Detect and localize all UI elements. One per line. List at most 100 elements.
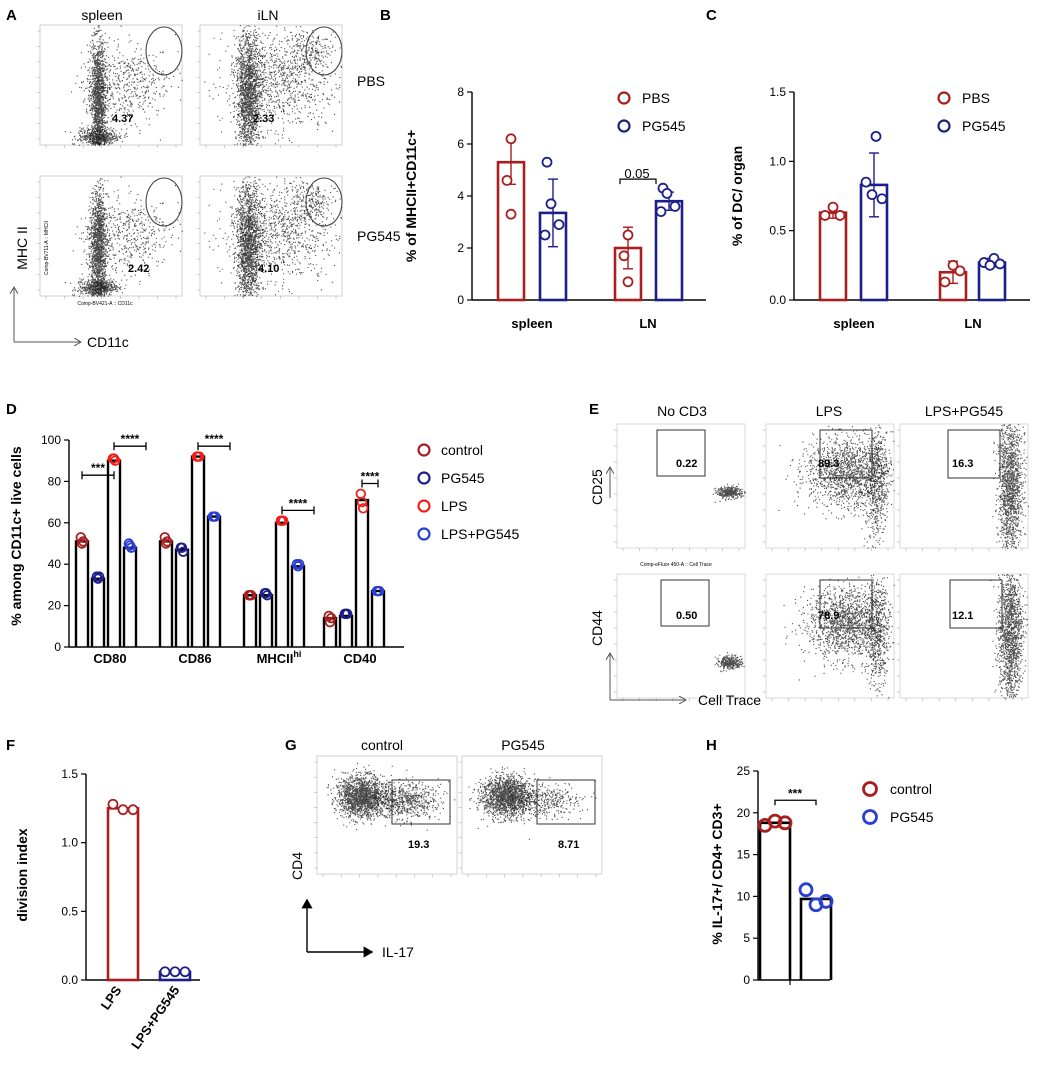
d-data-point	[209, 511, 221, 522]
d-y-tick-label: 60	[48, 516, 62, 530]
b-y-tick-label: 2	[457, 241, 464, 255]
e-col-label-lps-pg545: LPS+PG545	[925, 403, 1003, 419]
a-plot-frame	[39, 175, 183, 297]
d-y-tick-label: 0	[54, 640, 61, 654]
f-x-tick-lps: LPS	[98, 983, 125, 1013]
e-x-param: Comp-eFluor 450-A :: Cell Trace	[640, 562, 712, 568]
a-cell-cluster-low	[64, 276, 128, 297]
a-cell-cluster-main	[85, 178, 113, 297]
c-data-point	[876, 193, 888, 205]
b-data-point	[501, 174, 513, 186]
f-data-point	[107, 798, 119, 810]
e-gate-value-5: 78.9	[818, 610, 839, 622]
e-gate-value-4: 0.50	[676, 610, 697, 622]
h-legend-pg545: PG545	[890, 809, 934, 825]
b-legend-pbs: PBS	[642, 90, 670, 106]
d-bar-lps	[190, 455, 206, 647]
d-data-point	[161, 536, 173, 547]
a-gate-value-2: 2.33	[253, 113, 274, 125]
a-cell-scatter	[72, 176, 183, 287]
b-y-tick-label: 8	[457, 85, 464, 99]
h-data-point	[777, 815, 793, 831]
a-x-param: Comp-BV421-A :: CD11c	[77, 301, 133, 307]
g-col-label-control: control	[361, 737, 403, 753]
e-gate-value-3: 16.3	[952, 458, 973, 470]
d-data-point	[342, 608, 353, 620]
d-data-point	[193, 451, 205, 462]
a-gate-value-1: 4.37	[112, 113, 133, 125]
a-y-param: Comp-BV711-A :: MHCII	[44, 221, 50, 275]
e-row-label-cd44: CD44	[589, 610, 605, 646]
c-data-point	[947, 259, 959, 271]
f-y-tick-label: 0.5	[61, 904, 78, 918]
a-flow-plot-1	[37, 24, 183, 148]
b-data-point	[553, 219, 565, 231]
d-significance-label: ****	[361, 469, 380, 483]
e-x-axis-label: Cell Trace	[698, 692, 761, 708]
g-gate-value-2: 8.71	[558, 839, 579, 851]
panel-f-chart: 0.0 0.5 1.0 1.5 division index LPS LPS+PG54…	[14, 767, 200, 1052]
g-flow-plot-1	[314, 755, 458, 877]
g-flow-plot-2	[459, 755, 603, 877]
d-data-point	[93, 571, 105, 582]
d-significance-bracket	[113, 442, 147, 451]
d-data-point	[262, 590, 273, 601]
d-bar-control	[158, 540, 174, 647]
d-data-point	[177, 546, 189, 557]
b-y-axis-label: % of MHCII+CD11c+	[403, 130, 419, 262]
g-cell-cluster-main	[326, 762, 414, 831]
d-bar-lps-pg545	[122, 546, 138, 647]
d-bar-lps	[354, 498, 370, 647]
a-cell-cluster-main	[230, 176, 275, 297]
d-data-point	[278, 515, 289, 526]
e-cell-cluster-right	[859, 424, 894, 549]
h-significance-bracket	[774, 799, 817, 806]
h-significance-label: ***	[788, 786, 802, 800]
d-significance-label: ****	[289, 496, 308, 510]
d-y-tick-label: 40	[48, 557, 62, 571]
d-significance-bracket	[361, 479, 379, 488]
c-data-point	[870, 130, 882, 142]
d-legend-marker-pg545	[417, 471, 431, 485]
b-data-point	[541, 156, 553, 168]
e-gate-value-2: 89.3	[818, 458, 839, 470]
e-cell-cluster	[778, 425, 895, 523]
h-data-point	[798, 882, 814, 898]
d-legend-pg545: PG545	[441, 470, 485, 486]
e-plot-frame	[616, 423, 746, 549]
d-data-point	[245, 590, 257, 601]
b-data-point	[655, 206, 667, 218]
b-data-point	[618, 250, 630, 262]
b-y-tick-label: 4	[457, 189, 464, 203]
f-y-axis-label: division index	[14, 828, 30, 922]
h-y-axis-label: % IL-17+/ CD4+ CD3+	[709, 803, 725, 944]
b-x-tick-spleen: spleen	[511, 316, 552, 331]
c-data-point	[819, 210, 831, 221]
a-gate-ellipse	[305, 177, 343, 227]
e-gate-value-1: 0.22	[676, 458, 697, 470]
h-y-tick-label: 10	[737, 889, 751, 903]
d-significance-bracket	[197, 442, 231, 451]
c-bar-pbs-spleen	[818, 211, 848, 302]
d-significance-label: ***	[91, 461, 105, 475]
c-data-point	[866, 189, 878, 201]
b-y-tick-label: 6	[457, 137, 464, 151]
a-flow-plot-4	[197, 175, 343, 299]
e-gate-value-6: 12.1	[952, 610, 973, 622]
h-legend-marker-pg545	[862, 809, 878, 825]
h-bar-control	[758, 821, 792, 980]
d-data-point	[125, 542, 137, 553]
d-x-tick-mhcii: MHCIIhi	[257, 649, 302, 666]
d-bar-lps	[274, 521, 290, 647]
d-data-point	[374, 585, 385, 597]
g-plot-frame	[461, 755, 603, 875]
c-x-tick-ln: LN	[964, 316, 981, 331]
b-legend-marker-pbs	[617, 91, 631, 105]
a-cell-scatter	[204, 25, 343, 145]
d-bar-pg545	[338, 614, 354, 647]
b-data-point	[539, 229, 551, 241]
e-gate-rect	[656, 429, 706, 477]
h-legend-control: control	[890, 781, 932, 797]
d-data-point	[356, 496, 368, 508]
e-flow-plot-2	[763, 423, 895, 551]
